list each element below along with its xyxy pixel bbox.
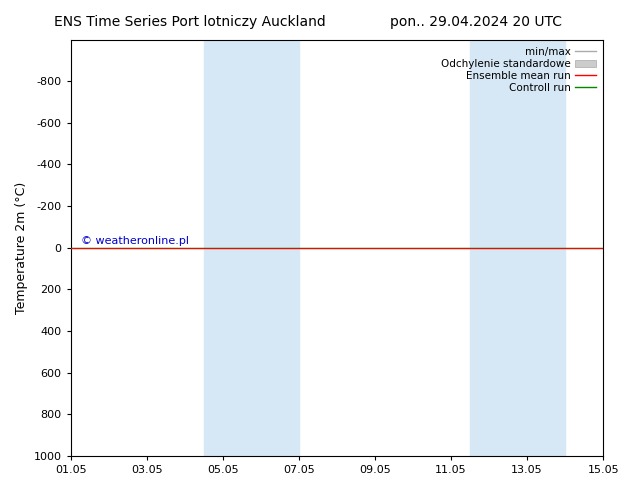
Text: © weatheronline.pl: © weatheronline.pl [81,236,189,245]
Y-axis label: Temperature 2m (°C): Temperature 2m (°C) [15,182,28,314]
Text: pon.. 29.04.2024 20 UTC: pon.. 29.04.2024 20 UTC [389,15,562,29]
Legend: min/max, Odchylenie standardowe, Ensemble mean run, Controll run: min/max, Odchylenie standardowe, Ensembl… [439,45,598,95]
Bar [470,40,565,456]
Bar [204,40,299,456]
Text: ENS Time Series Port lotniczy Auckland: ENS Time Series Port lotniczy Auckland [55,15,326,29]
